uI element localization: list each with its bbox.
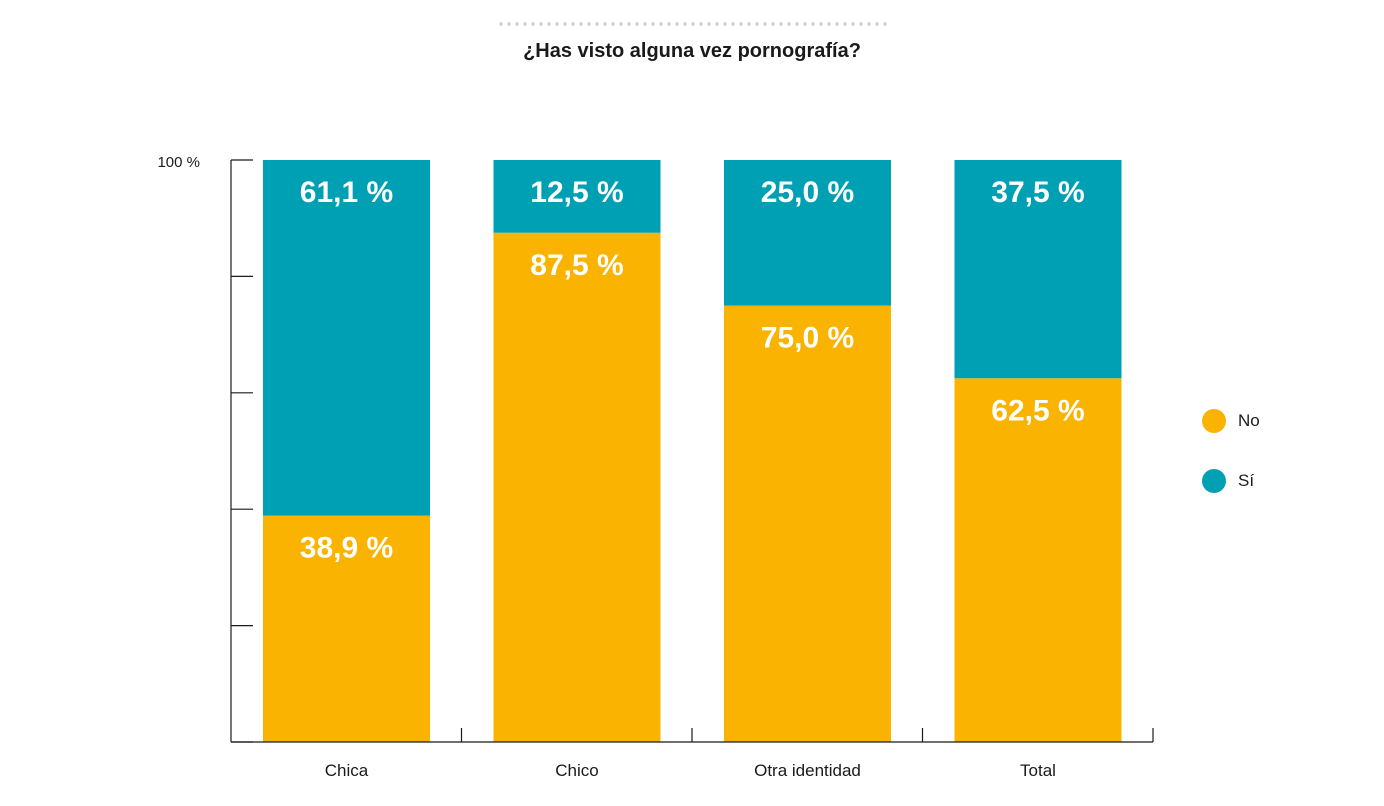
legend-label-si: Sí (1238, 471, 1255, 490)
data-label-si: 25,0 % (761, 176, 854, 209)
x-tick-label: Chica (325, 761, 369, 780)
x-tick-label: Chico (555, 761, 598, 780)
data-label-no: 87,5 % (530, 249, 623, 282)
y-tick-label: 100 % (157, 154, 200, 171)
bar-no (263, 515, 430, 742)
data-label-si: 37,5 % (991, 176, 1084, 209)
data-label-no: 75,0 % (761, 322, 854, 355)
x-tick-label: Otra identidad (754, 761, 861, 780)
legend-swatch-no (1202, 409, 1226, 433)
data-label-si: 12,5 % (530, 176, 623, 209)
bar-si (493, 160, 661, 233)
bar-si (724, 160, 891, 306)
bar-no (493, 232, 661, 742)
data-label-no: 62,5 % (991, 394, 1084, 427)
title-dotted-rule (497, 21, 889, 27)
bar-si (954, 160, 1122, 379)
data-label-no: 38,9 % (300, 532, 393, 565)
chart-title: ¿Has visto alguna vez pornografía? (523, 40, 861, 62)
bar-si (263, 160, 430, 516)
x-tick-label: Total (1020, 761, 1056, 780)
legend-item-no: No (1202, 408, 1260, 434)
legend-item-si: Sí (1202, 468, 1260, 494)
bar-no (954, 378, 1122, 742)
legend-label-no: No (1238, 411, 1260, 430)
legend-swatch-si (1202, 469, 1226, 493)
legend: No Sí (1202, 408, 1260, 528)
bar-no (724, 305, 891, 742)
data-label-si: 61,1 % (300, 176, 393, 209)
